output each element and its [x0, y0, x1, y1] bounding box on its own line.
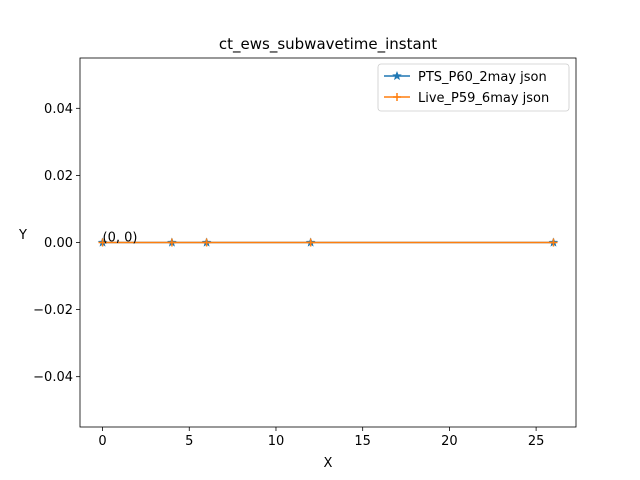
axes-frame [79, 57, 577, 428]
plot-area: 0 5 10 15 20 25 −0.04 −0.02 0.00 0.02 0.04 (0, 0) [33, 57, 577, 449]
legend-label: PTS_P60_2may json [418, 70, 547, 85]
legend-marker [393, 93, 401, 101]
x-tick-label: 25 [528, 434, 545, 449]
legend: PTS_P60_2may json Live_P59_6may json [377, 63, 570, 112]
y-tick-label: 0.04 [44, 102, 73, 117]
legend-marker [392, 70, 402, 81]
x-tick-label: 0 [98, 434, 106, 449]
data-point [549, 238, 558, 247]
x-tick-label: 15 [354, 434, 371, 449]
data-point [167, 238, 176, 247]
x-tick-label: 5 [185, 434, 193, 449]
legend-label: Live_P59_6may json [418, 91, 549, 106]
y-axis-label: Y [18, 228, 27, 243]
data-point [306, 238, 315, 247]
data-point [98, 238, 107, 247]
chart-title: ct_ews_subwavetime_instant [219, 35, 437, 54]
legend-box [377, 63, 570, 112]
y-tick-label: −0.04 [33, 370, 73, 385]
y-tick-label: 0.02 [44, 169, 73, 184]
x-axis-label: X [324, 456, 333, 471]
y-tick-label: −0.02 [33, 303, 73, 318]
x-tick-label: 20 [441, 434, 458, 449]
y-tick-label: 0.00 [44, 236, 73, 251]
data-annotation: (0, 0) [103, 231, 138, 246]
x-tick-label: 10 [268, 434, 285, 449]
data-point [202, 238, 211, 247]
